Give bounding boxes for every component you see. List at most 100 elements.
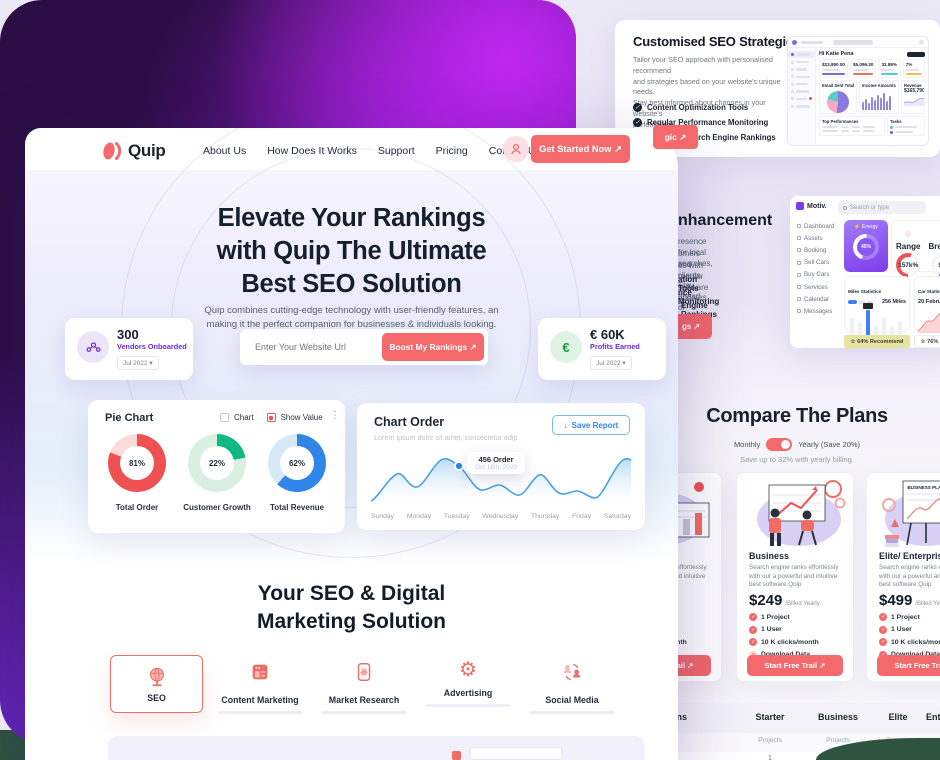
svg-text:</>: </> xyxy=(360,670,367,676)
business-illustration xyxy=(757,480,846,546)
range-icon xyxy=(905,231,912,237)
miles-title: Miles Statistics xyxy=(848,289,882,294)
show-value-checkbox[interactable] xyxy=(266,413,276,422)
sidebar-item-dashboard[interactable]: Dashboard xyxy=(797,220,839,232)
get-started-button[interactable]: Get Started Now ↗ xyxy=(531,135,630,163)
tab-content-marketing[interactable]: Content Marketing xyxy=(210,661,310,714)
strategies-body: Tailor your SEO approach with personalis… xyxy=(633,55,781,129)
check-icon: ✓ xyxy=(633,103,642,112)
range-value: 157k% xyxy=(898,261,919,269)
start-free-trail-button[interactable]: Start Free Trail ↗ xyxy=(877,655,940,676)
table-cell: Projects xyxy=(758,737,782,744)
tab-label: Advertising xyxy=(443,688,493,698)
chart-checkbox[interactable] xyxy=(220,413,229,422)
kebab-menu-icon[interactable]: ⋮ xyxy=(330,410,340,421)
sidebar-item-messages[interactable]: Messages xyxy=(797,305,839,317)
check-icon: ✓ xyxy=(633,118,642,127)
logo-text: Quip xyxy=(128,141,166,160)
vendors-period-dropdown[interactable]: Jul 2022 ▾ xyxy=(117,356,159,370)
sidebar-item-booking[interactable]: Booking xyxy=(797,244,839,256)
plan-card-elite: BUSINESS PLAN Elite/ Enterprise Search e… xyxy=(866,472,940,682)
tab-seo[interactable]: SEO xyxy=(110,655,203,713)
content-marketing-icon xyxy=(252,664,268,680)
break-value: 9% xyxy=(939,262,940,269)
sidebar-item-sell-cars[interactable]: Sell Cars xyxy=(797,257,839,269)
donut-label: Customer Growth xyxy=(183,503,251,512)
show-value-label: Show Value xyxy=(280,413,323,422)
nav-how-it-works[interactable]: How Does It Works xyxy=(267,145,357,157)
income-bar-chart xyxy=(862,90,896,110)
user-avatar[interactable] xyxy=(503,136,529,162)
profits-label: Profits Earned xyxy=(590,342,640,351)
order-card-subtitle: Lorem ipsum dolor sit amet, consectetur … xyxy=(374,433,518,442)
nav-support[interactable]: Support xyxy=(377,145,415,157)
start-free-trail-button[interactable]: Start Free Trail ↗ xyxy=(747,655,843,676)
tab-underline xyxy=(322,711,406,714)
website-url-input[interactable] xyxy=(253,341,382,353)
person-icon xyxy=(511,143,521,155)
nav-about-us[interactable]: About Us xyxy=(203,145,247,157)
pie-chart-card: Pie Chart Chart Show Value ⋮ 81% 22% 62%… xyxy=(88,400,345,533)
motiv-search-input[interactable]: Search or type xyxy=(838,201,926,214)
strategy-check-item: ✓ Regular Performance Monitoring xyxy=(633,118,769,127)
sidebar-item-calendar[interactable]: Calendar xyxy=(797,293,839,305)
profits-value: € 60K xyxy=(590,327,625,342)
red-dot-icon xyxy=(452,751,461,760)
dashboard-greeting: Hi Katie Pena xyxy=(819,51,854,57)
bar-tooltip xyxy=(863,303,873,309)
plans-title: Compare The Plans xyxy=(706,405,888,427)
energy-gauge-value: 45% xyxy=(857,238,875,256)
table-header-elite: Elite xyxy=(888,712,908,722)
logo[interactable]: Quip xyxy=(100,139,166,163)
car-area-chart xyxy=(917,312,940,333)
tab-label: Content Marketing xyxy=(221,695,299,705)
euro-icon: € xyxy=(550,331,582,363)
boost-rankings-button[interactable]: Boost My Rankings ↗ xyxy=(382,333,484,361)
download-icon: ↓ xyxy=(563,420,568,430)
toggle-monthly-label: Monthly xyxy=(733,440,761,449)
tab-market-research[interactable]: </> Market Research xyxy=(314,661,414,714)
motiv-energy-card: ⚡ Energy 45% xyxy=(844,220,888,272)
save-report-button[interactable]: ↓ Save Report xyxy=(552,415,630,435)
motiv-dashboard-card: Motiv. Search or type Dashboard Assets B… xyxy=(790,196,940,348)
motiv-gauges-panel: Range 157k% Break fl 9% xyxy=(891,220,940,277)
pie-card-title: Pie Chart xyxy=(105,412,154,424)
strategies-title: Customised SEO Strategies: xyxy=(633,34,805,49)
green-corner-right xyxy=(816,738,940,760)
sidebar-item-assets[interactable]: Assets xyxy=(797,232,839,244)
profits-period-dropdown[interactable]: Jul 2022 ▾ xyxy=(590,356,632,370)
break-label: Break fl xyxy=(928,242,940,251)
tab-social-media[interactable]: Social Media xyxy=(522,661,622,714)
stat-card-vendors: 300 Vendors Onboarded Jul 2022 ▾ xyxy=(65,318,193,380)
strategy-check-item: ✓ Content Optimization Tools xyxy=(633,103,749,112)
donut-total-order: 81% xyxy=(108,434,166,492)
tab-underline xyxy=(426,704,510,707)
magic-chip-button[interactable]: gic ↗ xyxy=(653,125,698,149)
chart-order-card: Chart Order Lorem ipsum dolor sit amet, … xyxy=(357,403,645,530)
seo-dashboard-preview: Hi Katie Pena $23,890.00 $5,096.20 32.89… xyxy=(787,36,929,146)
table-header-business: Business xyxy=(817,712,859,722)
market-research-icon: </> xyxy=(357,663,371,681)
sidebar-item-buy-cars[interactable]: Buy Cars xyxy=(797,269,839,281)
email-pie-chart xyxy=(827,90,849,113)
caret-down-icon: ▾ xyxy=(622,360,626,367)
plan-name: Elite/ Enterprise xyxy=(879,551,940,561)
donut-label: Total Order xyxy=(115,503,159,512)
sidebar-item-services[interactable]: Services xyxy=(797,281,839,293)
chart-data-point xyxy=(454,461,464,471)
car-title: Car Statistics xyxy=(918,289,940,294)
nav-pricing[interactable]: Pricing xyxy=(435,145,468,157)
tab-advertising[interactable]: ⚙ Advertising xyxy=(418,659,518,707)
recommend-badge-76: ☆ 76% Recommend xyxy=(914,335,940,348)
plan-name: Business xyxy=(749,551,790,561)
toggle-yearly-label: Yearly (Save 20%) xyxy=(798,440,861,449)
chart-checkbox-label: Chart xyxy=(234,413,254,422)
tab-label: Social Media xyxy=(545,695,599,705)
chart-x-axis: Sunday Monday Tuesday Wednesday Thursday Fr… xyxy=(371,513,631,520)
svg-text:BUSINESS PLAN: BUSINESS PLAN xyxy=(907,485,940,490)
motiv-logo: Motiv. xyxy=(807,202,827,210)
tab-label: SEO xyxy=(147,692,166,703)
donut-customer-growth: 22% xyxy=(188,434,246,492)
billing-toggle[interactable] xyxy=(766,438,793,451)
